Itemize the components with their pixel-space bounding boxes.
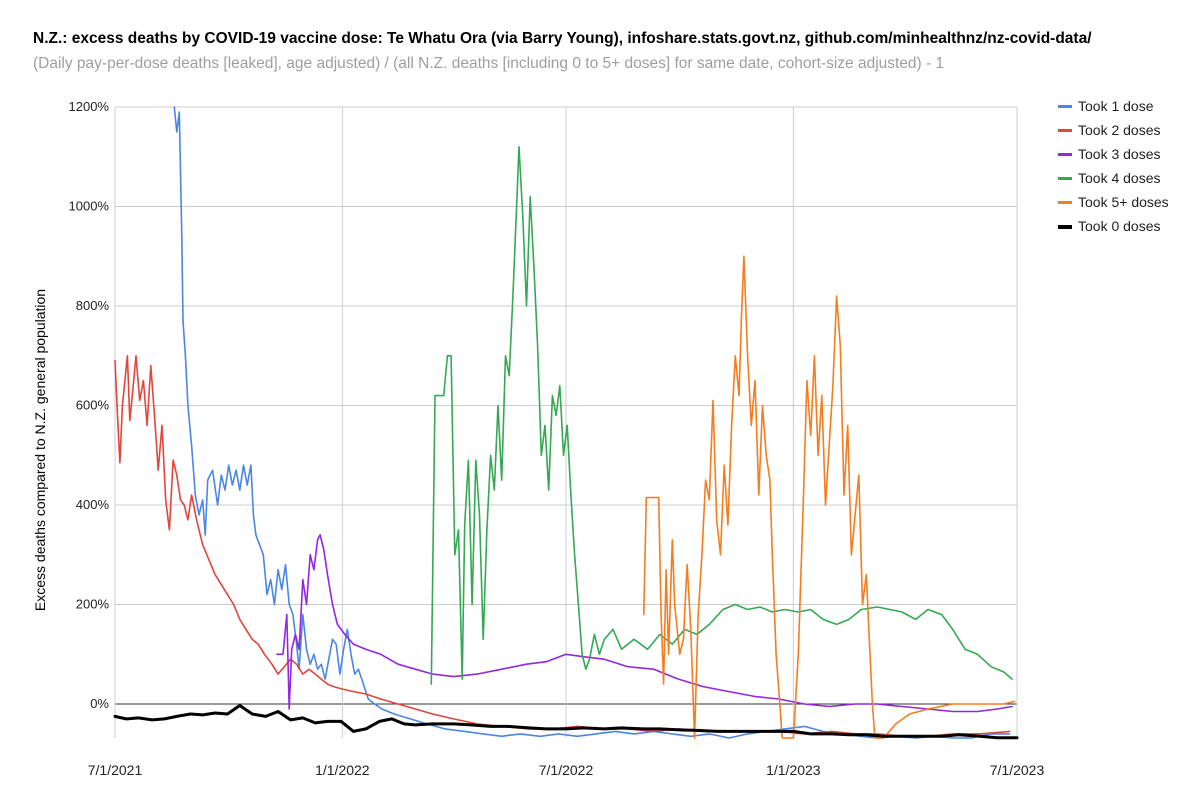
- y-tick-label: 600%: [76, 398, 110, 413]
- x-tick-label: 1/1/2023: [766, 762, 821, 778]
- legend-label: Took 0 doses: [1078, 218, 1161, 234]
- legend-swatch: [1058, 129, 1072, 132]
- legend-label: Took 3 doses: [1078, 146, 1161, 162]
- legend-swatch: [1058, 177, 1072, 180]
- legend-swatch: [1058, 153, 1072, 156]
- y-tick-label: 1200%: [69, 99, 110, 114]
- series-lines: [113, 106, 1019, 740]
- series-line: [276, 534, 1013, 713]
- legend-label: Took 4 doses: [1078, 170, 1161, 186]
- series-line: [173, 106, 1011, 739]
- gridlines: [114, 106, 1018, 738]
- chart-title: N.Z.: excess deaths by COVID-19 vaccine …: [33, 30, 1092, 47]
- legend-label: Took 2 doses: [1078, 122, 1161, 138]
- y-tick-label: 200%: [76, 597, 110, 612]
- legend-swatch: [1058, 225, 1072, 229]
- y-tick-label: 0%: [90, 696, 109, 711]
- series-line: [113, 704, 1019, 740]
- legend-swatch: [1058, 201, 1072, 204]
- x-tick-label: 1/1/2022: [315, 762, 370, 778]
- series-line: [643, 255, 1016, 739]
- legend-swatch: [1058, 105, 1072, 108]
- y-tick-label: 1000%: [69, 199, 110, 214]
- legend-label: Took 5+ doses: [1078, 194, 1169, 210]
- x-tick-labels: 7/1/2021 1/1/2022 7/1/2022 1/1/2023 7/1/2023: [88, 762, 1045, 778]
- y-tick-labels: 0% 200% 400% 600% 800% 1000% 1200%: [69, 99, 110, 711]
- chart-subtitle: (Daily pay-per-dose deaths [leaked], age…: [33, 55, 945, 72]
- x-tick-label: 7/1/2023: [990, 762, 1045, 778]
- x-tick-label: 7/1/2021: [88, 762, 143, 778]
- legend-label: Took 1 dose: [1078, 98, 1154, 114]
- series-line: [430, 146, 1013, 685]
- x-tick-label: 7/1/2022: [539, 762, 594, 778]
- y-tick-label: 400%: [76, 497, 110, 512]
- y-tick-label: 800%: [76, 298, 110, 313]
- legend: Took 1 dose Took 2 doses Took 3 doses Took …: [1058, 98, 1169, 234]
- series-line: [114, 355, 1011, 738]
- y-axis-label: Excess deaths compared to N.Z. general p…: [32, 289, 48, 611]
